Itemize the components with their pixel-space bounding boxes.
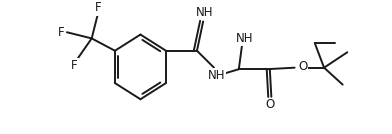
Text: F: F <box>71 59 78 72</box>
Text: NH: NH <box>209 69 226 82</box>
Text: NH: NH <box>236 32 254 45</box>
Text: F: F <box>57 26 64 39</box>
Text: O: O <box>265 98 274 111</box>
Text: NH: NH <box>196 6 214 19</box>
Text: F: F <box>94 1 101 14</box>
Text: O: O <box>298 60 308 73</box>
